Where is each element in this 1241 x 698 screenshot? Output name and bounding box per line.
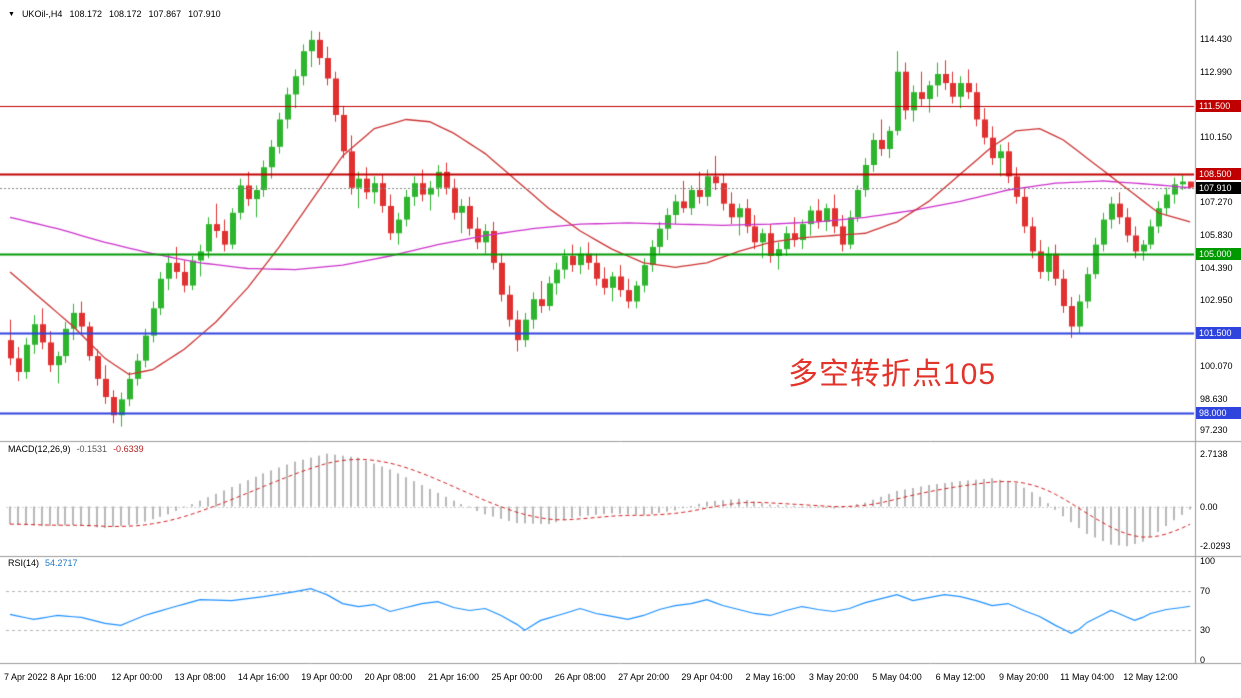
price-axis-label: 107.270 <box>1200 197 1233 208</box>
panel-splitter[interactable] <box>0 439 1241 444</box>
quote-high: 108.172 <box>109 9 142 19</box>
time-axis-label: 13 Apr 08:00 <box>174 672 226 682</box>
price-axis-label: 114.430 <box>1200 34 1232 45</box>
time-axis-label: 27 Apr 20:00 <box>618 672 670 682</box>
macd-signal-value: -0.6339 <box>113 444 144 454</box>
price-level-badge: 98.000 <box>1196 406 1241 419</box>
time-axis-label: 21 Apr 16:00 <box>427 672 480 682</box>
time-axis-label: 7 Apr 2022 <box>4 672 48 682</box>
price-level-badge: 108.500 <box>1196 168 1241 181</box>
quote-close: 107.910 <box>188 9 221 19</box>
rsi-value: 54.2717 <box>45 558 78 568</box>
price-level-badge: 101.500 <box>1196 327 1241 340</box>
macd-value: -0.1531 <box>76 444 108 454</box>
time-axis-label: 8 Apr 16:00 <box>50 672 97 682</box>
time-axis-label: 11 May 04:00 <box>1060 672 1115 682</box>
price-axis-label: 98.630 <box>1200 393 1228 404</box>
price-axis-label: 100.070 <box>1200 360 1233 371</box>
rsi-axis-label: 70 <box>1200 585 1211 596</box>
current-price-badge: 107.910 <box>1196 181 1241 194</box>
time-axis-label: 5 May 04:00 <box>872 672 922 682</box>
price-axis-label: 97.230 <box>1200 425 1228 436</box>
chart-dropdown-icon[interactable]: ▼ <box>8 10 15 18</box>
time-axis-label: 26 Apr 08:00 <box>554 672 606 682</box>
price-axis-label: 102.950 <box>1200 295 1233 306</box>
macd-axis-label: 2.7138 <box>1200 448 1228 459</box>
price-level-badge: 111.500 <box>1196 99 1241 112</box>
rsi-axis-label: 0 <box>1200 655 1206 665</box>
time-axis-label: 25 Apr 00:00 <box>491 672 543 682</box>
time-axis-label: 3 May 20:00 <box>808 672 859 682</box>
macd-axis-label: -2.0293 <box>1200 541 1231 552</box>
symbol-timeframe-label: UKOil-,H4 <box>21 9 63 19</box>
quote-open: 108.172 <box>69 9 102 19</box>
chart-annotation[interactable]: 多空转折点105 <box>788 358 997 391</box>
time-axis-label: 2 May 16:00 <box>745 672 796 682</box>
time-axis-label: 19 Apr 00:00 <box>301 672 353 682</box>
price-axis-label: 110.150 <box>1200 131 1232 142</box>
time-axis-label: 6 May 12:00 <box>935 672 986 682</box>
time-axis-label: 12 Apr 00:00 <box>111 672 163 682</box>
time-axis-label: 9 May 20:00 <box>998 672 1049 682</box>
rsi-indicator-title: RSI(14) 54.2717 <box>8 558 78 568</box>
time-axis-label: 20 Apr 08:00 <box>364 672 416 682</box>
panel-splitter[interactable] <box>0 554 1241 559</box>
time-axis-label: 29 Apr 04:00 <box>681 672 733 682</box>
price-level-badge: 105.000 <box>1196 247 1241 260</box>
quote-low: 107.867 <box>148 9 182 19</box>
time-axis-label: 14 Apr 16:00 <box>237 672 289 682</box>
price-axis-label: 105.830 <box>1200 229 1233 240</box>
time-axis-label: 12 May 12:00 <box>1123 672 1178 682</box>
rsi-axis-label: 100 <box>1200 556 1216 566</box>
macd-indicator-title: MACD(12,26,9) -0.1531 -0.6339 <box>8 444 144 454</box>
symbol-info-bar: ▼ UKOil-,H4 108.172 108.172 107.867 107.… <box>8 9 221 19</box>
macd-label: MACD(12,26,9) <box>8 444 71 454</box>
price-axis-label: 104.390 <box>1200 262 1233 273</box>
rsi-axis-label: 30 <box>1200 625 1211 636</box>
macd-axis-label: 0.00 <box>1200 501 1218 512</box>
rsi-label: RSI(14) <box>8 558 40 568</box>
price-axis-label: 112.990 <box>1200 66 1232 77</box>
